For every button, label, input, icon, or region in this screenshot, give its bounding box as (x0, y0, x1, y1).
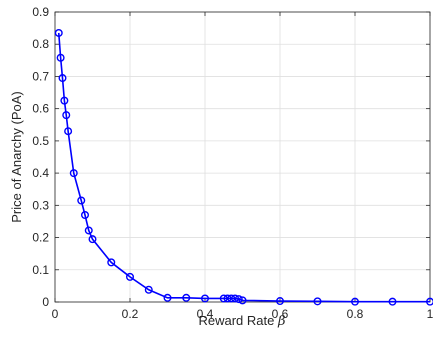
x-tick-label: 0.4 (197, 307, 214, 321)
data-point (60, 96, 69, 105)
data-point (388, 297, 397, 306)
data-point (69, 169, 78, 178)
data-point (223, 294, 232, 303)
data-point (234, 295, 243, 304)
y-tick-label: 0.4 (32, 166, 49, 180)
x-tick-label: 0 (52, 307, 59, 321)
data-point (84, 226, 93, 235)
x-tick-label: 0.6 (272, 307, 289, 321)
data-point (426, 297, 433, 306)
x-axis-label-symbol: β (277, 314, 286, 329)
data-point (125, 272, 134, 281)
y-tick-label: 0.9 (32, 5, 49, 19)
x-tick-labels: 0 0.2 0.4 0.6 0.8 1 (52, 307, 433, 321)
x-axis-label-text: Reward Rate (198, 313, 274, 328)
y-tick-label: 0.7 (32, 69, 49, 83)
plot-frame (54, 11, 431, 303)
data-point (200, 294, 209, 303)
data-point (219, 294, 228, 303)
data-point (227, 294, 236, 303)
y-tick-label: 0 (42, 295, 49, 309)
data-point (351, 297, 360, 306)
data-point (182, 293, 191, 302)
y-tick-label: 0.3 (32, 198, 49, 212)
data-point (88, 235, 97, 244)
y-tick-label: 0.2 (32, 231, 49, 245)
data-point (62, 111, 71, 120)
data-point (58, 74, 67, 83)
x-axis-label: Reward Rate β (198, 313, 285, 329)
data-point (163, 293, 172, 302)
data-point (64, 127, 73, 136)
series-line (57, 32, 430, 303)
data-point (107, 258, 116, 267)
data-point (230, 294, 239, 303)
series-group (54, 28, 433, 306)
y-axis-label: Price of Anarchy (PoA) (9, 91, 24, 223)
y-tick-label: 0.1 (32, 263, 49, 277)
data-point (80, 210, 89, 219)
x-tick-label: 1 (427, 307, 433, 321)
data-point (276, 297, 285, 306)
data-point (238, 296, 247, 305)
grid-lines (54, 11, 431, 303)
data-point (313, 297, 322, 306)
y-tick-label: 0.6 (32, 102, 49, 116)
data-point (56, 53, 65, 62)
data-point (54, 28, 63, 37)
y-tick-labels: 0 0.1 0.2 0.3 0.4 0.5 0.6 0.7 0.8 0.9 (32, 5, 49, 309)
x-tick-label: 0.2 (122, 307, 139, 321)
x-tick-label: 0.8 (347, 307, 364, 321)
y-tick-label: 0.8 (32, 37, 49, 51)
plot-area (55, 12, 430, 302)
data-point (144, 285, 153, 294)
y-tick-label: 0.5 (32, 134, 49, 148)
data-point (77, 196, 86, 205)
